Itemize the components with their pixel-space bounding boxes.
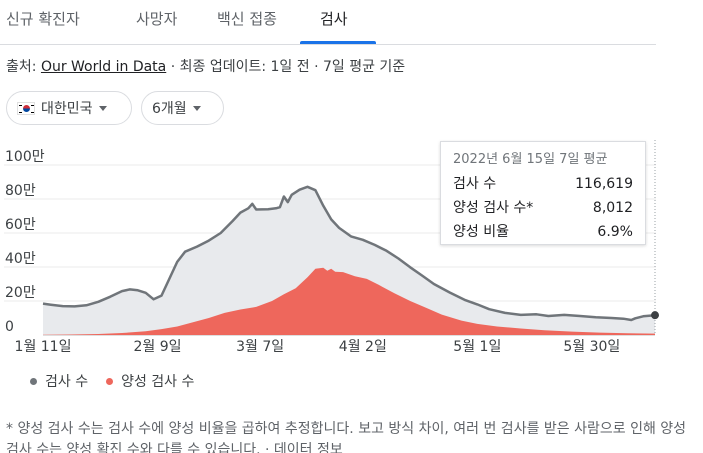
- korea-flag-icon: [17, 101, 35, 115]
- source-update-info: · 최종 업데이트: 1일 전 · 7일 평균 기준: [170, 59, 406, 75]
- x-tick-label: 5월 30일: [563, 339, 620, 355]
- y-tick-label: 20만: [5, 285, 36, 301]
- tooltip-value: 116,619: [575, 176, 633, 192]
- x-tick-label: 5월 1일: [453, 339, 501, 355]
- chart-tooltip: 2022년 6월 15일 7일 평균 검사 수 116,619 양성 검사 수*…: [440, 141, 646, 245]
- testing-chart[interactable]: 100만 80만 60만 40만 20만 0 1월 11일 2월 9일 3월 7일 4월 2일 5…: [0, 140, 703, 355]
- source-prefix: 출처:: [6, 59, 37, 75]
- chart-legend: 검사 수 양성 검사 수: [30, 371, 194, 391]
- legend-item-tests: 검사 수: [30, 371, 88, 391]
- y-tick-label: 0: [5, 319, 14, 335]
- y-tick-label: 60만: [5, 217, 36, 233]
- tooltip-label: 양성 비율: [453, 224, 509, 240]
- legend-dot: [106, 377, 114, 385]
- tab-new-cases[interactable]: 신규 확진자: [6, 10, 80, 28]
- y-tick-label: 40만: [5, 251, 36, 267]
- legend-dot: [30, 377, 37, 385]
- y-tick-label: 100만: [5, 149, 45, 165]
- x-tick-label: 4월 2일: [339, 339, 387, 355]
- active-tab-indicator: [300, 41, 376, 44]
- period-select[interactable]: 6개월: [141, 91, 224, 125]
- chevron-down-icon: [192, 105, 201, 111]
- tooltip-row-positive: 양성 검사 수* 8,012: [453, 196, 633, 220]
- tests-line: [42, 185, 656, 322]
- tooltip-label: 검사 수: [453, 176, 497, 192]
- tooltip-date: 2022년 6월 15일 7일 평균: [453, 152, 608, 167]
- footnote-text: * 양성 검사 수는 검사 수에 양성 비율을 곱하여 추정합니다. 보고 방식…: [6, 421, 687, 453]
- tooltip-row-tests: 검사 수 116,619: [453, 172, 633, 196]
- legend-label: 검사 수: [45, 374, 89, 390]
- tab-deaths[interactable]: 사망자: [136, 10, 178, 28]
- source-line: 출처: Our World in Data · 최종 업데이트: 1일 전 · …: [6, 56, 405, 76]
- period-select-label: 6개월: [152, 101, 187, 117]
- source-link[interactable]: Our World in Data: [40, 59, 167, 75]
- data-info-link[interactable]: 데이터 정보: [273, 442, 343, 453]
- legend-item-positive: 양성 검사 수: [106, 371, 194, 391]
- country-select-label: 대한민국: [41, 101, 93, 117]
- tooltip-row-positive-rate: 양성 비율 6.9%: [453, 220, 633, 244]
- hover-point: [651, 311, 659, 320]
- legend-label: 양성 검사 수: [121, 374, 195, 390]
- x-tick-label: 3월 7일: [236, 339, 284, 355]
- tests-area: [43, 186, 655, 335]
- tooltip-value: 6.9%: [597, 224, 633, 240]
- tab-vaccination[interactable]: 백신 접종: [217, 10, 277, 28]
- x-tick-label: 2월 9일: [133, 339, 181, 355]
- y-tick-label: 80만: [5, 183, 36, 199]
- chevron-down-icon: [98, 105, 107, 111]
- x-tick-label: 1월 11일: [15, 339, 72, 355]
- tooltip-value: 8,012: [592, 200, 633, 216]
- country-select[interactable]: 대한민국: [6, 91, 132, 125]
- positive-tests-area: [43, 267, 655, 335]
- tab-testing[interactable]: 검사: [320, 10, 348, 28]
- footnote: * 양성 검사 수는 검사 수에 양성 비율을 곱하여 추정합니다. 보고 방식…: [6, 419, 696, 453]
- tab-bar: 신규 확진자 사망자 백신 접종 검사: [0, 0, 656, 45]
- tooltip-label: 양성 검사 수*: [453, 200, 534, 216]
